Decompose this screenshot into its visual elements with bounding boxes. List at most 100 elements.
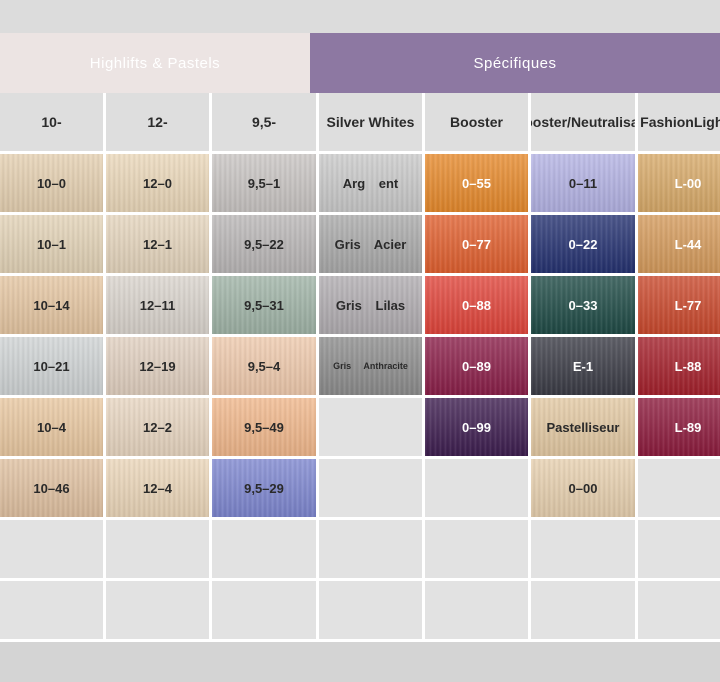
swatch-label: 12–4 xyxy=(143,480,172,496)
swatch-label: 0–00 xyxy=(568,480,598,496)
swatch-label: 0–99 xyxy=(462,419,491,435)
swatch-label: 0–89 xyxy=(462,358,491,374)
color-swatch: 12–11 xyxy=(106,276,209,337)
color-swatch: 10–0 xyxy=(0,154,103,215)
empty-cell xyxy=(425,459,528,520)
column-header: Silver Whites xyxy=(319,93,422,154)
swatch-label: L-44 xyxy=(674,236,702,252)
empty-cell xyxy=(106,581,209,642)
swatch-label: 10–21 xyxy=(33,358,70,374)
group-header-pastels: Highlifts & Pastels xyxy=(0,33,310,93)
empty-cell xyxy=(638,459,720,520)
swatch-label: 0–88 xyxy=(462,297,491,313)
empty-cell xyxy=(0,581,103,642)
color-swatch: 10–46 xyxy=(0,459,103,520)
column-header: Booster/Neutralisant xyxy=(531,93,635,154)
swatch-label: 9,5–29 xyxy=(244,480,284,496)
color-swatch: 0–55 xyxy=(425,154,528,215)
color-swatch: 9,5–4 xyxy=(212,337,316,398)
color-swatch: 12–1 xyxy=(106,215,209,276)
swatch-label: 12–11 xyxy=(139,297,176,313)
swatch-label: 12–1 xyxy=(143,236,172,252)
empty-cell xyxy=(319,581,422,642)
swatch-label: 0–55 xyxy=(462,175,491,191)
color-swatch: Arg ent xyxy=(319,154,422,215)
color-swatch: Gris Lilas xyxy=(319,276,422,337)
color-swatch: 12–0 xyxy=(106,154,209,215)
color-swatch: 9,5–31 xyxy=(212,276,316,337)
empty-cell xyxy=(638,581,720,642)
swatch-label: 10–0 xyxy=(37,175,66,191)
swatch-label: 9,5–1 xyxy=(247,175,281,191)
group-header-specific: Spécifiques xyxy=(310,33,720,93)
color-swatch: 9,5–22 xyxy=(212,215,316,276)
color-chart-grid: 10-12-9,5-Silver WhitesBoosterBooster/Ne… xyxy=(0,93,720,642)
swatch-label: 0–11 xyxy=(568,175,598,191)
color-swatch: 0–33 xyxy=(531,276,635,337)
swatch-label: 9,5–31 xyxy=(244,297,284,313)
swatch-label: 12–2 xyxy=(143,419,172,435)
color-swatch: Gris Anthracite xyxy=(319,337,422,398)
swatch-label: 9,5–22 xyxy=(244,236,284,252)
color-swatch: 10–21 xyxy=(0,337,103,398)
color-swatch: 9,5–29 xyxy=(212,459,316,520)
empty-cell xyxy=(212,520,316,581)
color-swatch: 12–4 xyxy=(106,459,209,520)
color-swatch: L-77 xyxy=(638,276,720,337)
color-swatch: 0–77 xyxy=(425,215,528,276)
swatch-label: 9,5–49 xyxy=(244,419,284,435)
empty-cell xyxy=(319,398,422,459)
color-swatch: 10–1 xyxy=(0,215,103,276)
swatch-label: 10–46 xyxy=(33,480,70,496)
empty-cell xyxy=(638,520,720,581)
swatch-label: 0–22 xyxy=(568,236,598,252)
empty-cell xyxy=(425,581,528,642)
top-strip xyxy=(0,0,720,33)
column-header: FashionLights xyxy=(638,93,720,154)
empty-cell xyxy=(212,581,316,642)
swatch-label: 10–14 xyxy=(33,297,70,313)
swatch-label: 9,5–4 xyxy=(247,358,281,374)
swatch-label: Gris Acier xyxy=(334,236,407,252)
swatch-label: 10–1 xyxy=(37,236,66,252)
color-swatch: 0–88 xyxy=(425,276,528,337)
empty-cell xyxy=(531,520,635,581)
column-header: 9,5- xyxy=(212,93,316,154)
empty-cell xyxy=(319,459,422,520)
swatch-label: E-1 xyxy=(572,358,594,374)
swatch-label: L-77 xyxy=(674,297,702,313)
color-swatch: L-88 xyxy=(638,337,720,398)
empty-cell xyxy=(106,520,209,581)
color-swatch: 0–99 xyxy=(425,398,528,459)
swatch-label: Gris Anthracite xyxy=(333,361,408,371)
empty-cell xyxy=(531,581,635,642)
swatch-label: 12–0 xyxy=(143,175,172,191)
color-swatch: 12–19 xyxy=(106,337,209,398)
color-swatch: 10–4 xyxy=(0,398,103,459)
color-swatch: 0–22 xyxy=(531,215,635,276)
empty-cell xyxy=(0,520,103,581)
swatch-label: Gris Lilas xyxy=(335,297,406,313)
color-swatch: 9,5–1 xyxy=(212,154,316,215)
swatch-label: L-89 xyxy=(674,419,702,435)
empty-cell xyxy=(425,520,528,581)
swatch-label: L-00 xyxy=(674,175,702,191)
empty-cell xyxy=(319,520,422,581)
column-header: 10- xyxy=(0,93,103,154)
color-swatch: 0–89 xyxy=(425,337,528,398)
swatch-label: 0–77 xyxy=(462,236,491,252)
swatch-label: 10–4 xyxy=(37,419,66,435)
color-swatch: Gris Acier xyxy=(319,215,422,276)
column-header: 12- xyxy=(106,93,209,154)
color-swatch: 0–00 xyxy=(531,459,635,520)
color-swatch: L-44 xyxy=(638,215,720,276)
column-header: Booster xyxy=(425,93,528,154)
color-swatch: 9,5–49 xyxy=(212,398,316,459)
swatch-label: L-88 xyxy=(674,358,702,374)
swatch-label: 0–33 xyxy=(568,297,598,313)
color-swatch: E-1 xyxy=(531,337,635,398)
color-swatch: 0–11 xyxy=(531,154,635,215)
color-swatch: 12–2 xyxy=(106,398,209,459)
color-swatch: Pastelliseur xyxy=(531,398,635,459)
color-swatch: L-00 xyxy=(638,154,720,215)
